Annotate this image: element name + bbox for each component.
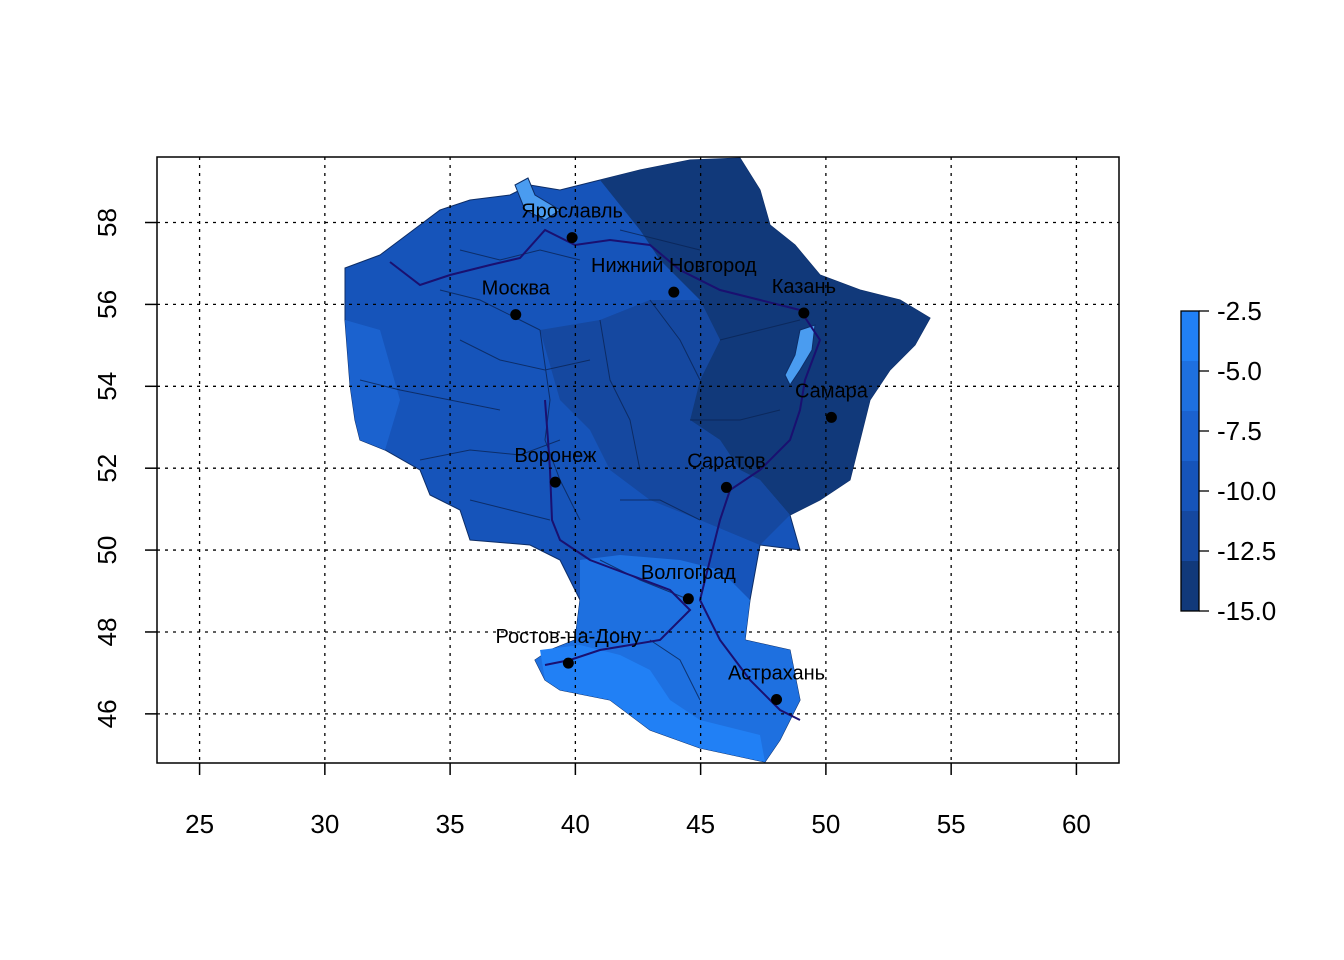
city-label: Ростов-на-Дону xyxy=(496,626,642,648)
x-tick-label: 40 xyxy=(561,809,590,839)
city-point xyxy=(682,593,694,605)
legend-swatch xyxy=(1181,361,1199,411)
city-point xyxy=(549,476,561,488)
plot-frame xyxy=(156,156,1120,764)
legend-label: -5.0 xyxy=(1217,356,1262,386)
legend-frame xyxy=(1180,310,1200,612)
legend-label: -10.0 xyxy=(1217,476,1276,506)
x-tick-label: 60 xyxy=(1062,809,1091,839)
city-point xyxy=(668,286,680,298)
grid-lines xyxy=(157,157,1119,763)
legend-label: -12.5 xyxy=(1217,536,1276,566)
region-zone-west xyxy=(345,320,400,450)
x-tick-label: 35 xyxy=(436,809,465,839)
city-label: Ярославль xyxy=(521,201,623,223)
reservoir-kuibyshev xyxy=(784,324,816,386)
x-tick-label: 25 xyxy=(185,809,214,839)
city-label: Воронеж xyxy=(514,445,597,467)
y-tick-label: 48 xyxy=(92,618,122,647)
legend-swatch xyxy=(1181,411,1199,461)
city-point xyxy=(825,411,837,423)
city-point xyxy=(771,694,783,706)
city-point xyxy=(562,657,574,669)
region-zone-south xyxy=(535,555,800,762)
y-tick-label: 56 xyxy=(92,290,122,319)
legend-label: -15.0 xyxy=(1217,596,1276,626)
city-point xyxy=(798,307,810,319)
city-label: Саратов xyxy=(687,450,765,472)
temperature-map xyxy=(344,157,931,763)
city-label: Москва xyxy=(482,278,551,300)
color-legend: -2.5 -5.0 -7.5 -10.0 -12.5 -15.0 xyxy=(1180,296,1276,626)
city-label: Астрахань xyxy=(728,663,825,685)
city-label: Волгоград xyxy=(641,562,736,584)
legend-label: -7.5 xyxy=(1217,416,1262,446)
legend-label: -2.5 xyxy=(1217,296,1262,326)
legend-swatch xyxy=(1181,561,1199,611)
city-label: Самара xyxy=(795,380,869,402)
y-tick-label: 52 xyxy=(92,454,122,483)
x-tick-label: 55 xyxy=(937,809,966,839)
rivers xyxy=(389,228,822,721)
city-label: Казань xyxy=(772,276,836,298)
x-tick-label: 50 xyxy=(811,809,840,839)
region-zone-northeast xyxy=(600,158,930,515)
legend-swatch xyxy=(1181,461,1199,511)
admin-borders xyxy=(359,229,801,701)
y-tick-label: 50 xyxy=(92,536,122,565)
city-point xyxy=(566,232,578,244)
reservoir-rybinsk xyxy=(514,177,561,221)
x-tick-label: 45 xyxy=(686,809,715,839)
x-tick-label: 30 xyxy=(310,809,339,839)
region-zone-southwest xyxy=(540,645,765,762)
y-tick-label: 54 xyxy=(92,372,122,401)
legend-swatch xyxy=(1181,511,1199,561)
city-point xyxy=(510,309,522,321)
y-axis: 46 48 50 52 54 56 58 xyxy=(92,208,157,728)
city-point xyxy=(720,481,732,493)
y-tick-label: 58 xyxy=(92,208,122,237)
city-label: Нижний Новгород xyxy=(591,255,757,277)
y-tick-label: 46 xyxy=(92,699,122,728)
x-axis: 25 30 35 40 45 50 55 60 xyxy=(185,763,1091,839)
legend-swatch xyxy=(1181,311,1199,361)
city-markers: Ярославль Нижний Новгород Казань Москва Сама… xyxy=(482,201,869,706)
